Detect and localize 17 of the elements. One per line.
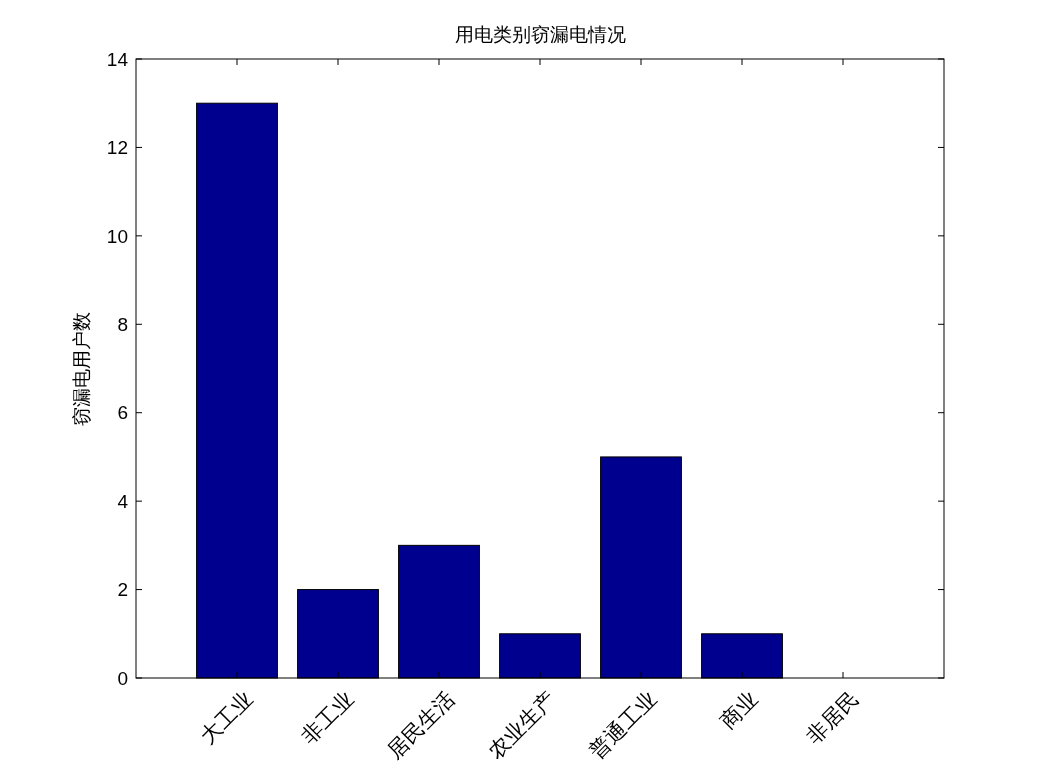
chart-title: 用电类别窃漏电情况 (454, 24, 626, 45)
y-tick-label: 6 (117, 402, 128, 424)
y-tick-label: 4 (117, 490, 129, 512)
x-tick-label: 普通工业 (584, 686, 661, 763)
x-tick-label: 商业 (715, 686, 762, 733)
x-tick-label: 大工业 (195, 686, 257, 748)
y-tick-label: 10 (106, 225, 128, 247)
x-tick-label: 非居民 (801, 686, 863, 748)
y-tick-label: 12 (106, 137, 128, 159)
x-tick-label: 非工业 (296, 686, 358, 748)
x-tick-label: 农业生产 (483, 686, 560, 763)
y-tick-label: 8 (117, 313, 128, 335)
y-axis-title: 窃漏电用户数 (71, 311, 92, 426)
y-tick-label: 14 (106, 48, 129, 70)
y-tick-label: 0 (117, 667, 128, 689)
y-tick-label: 2 (117, 579, 128, 601)
x-tick-label: 居民生活 (382, 686, 459, 763)
